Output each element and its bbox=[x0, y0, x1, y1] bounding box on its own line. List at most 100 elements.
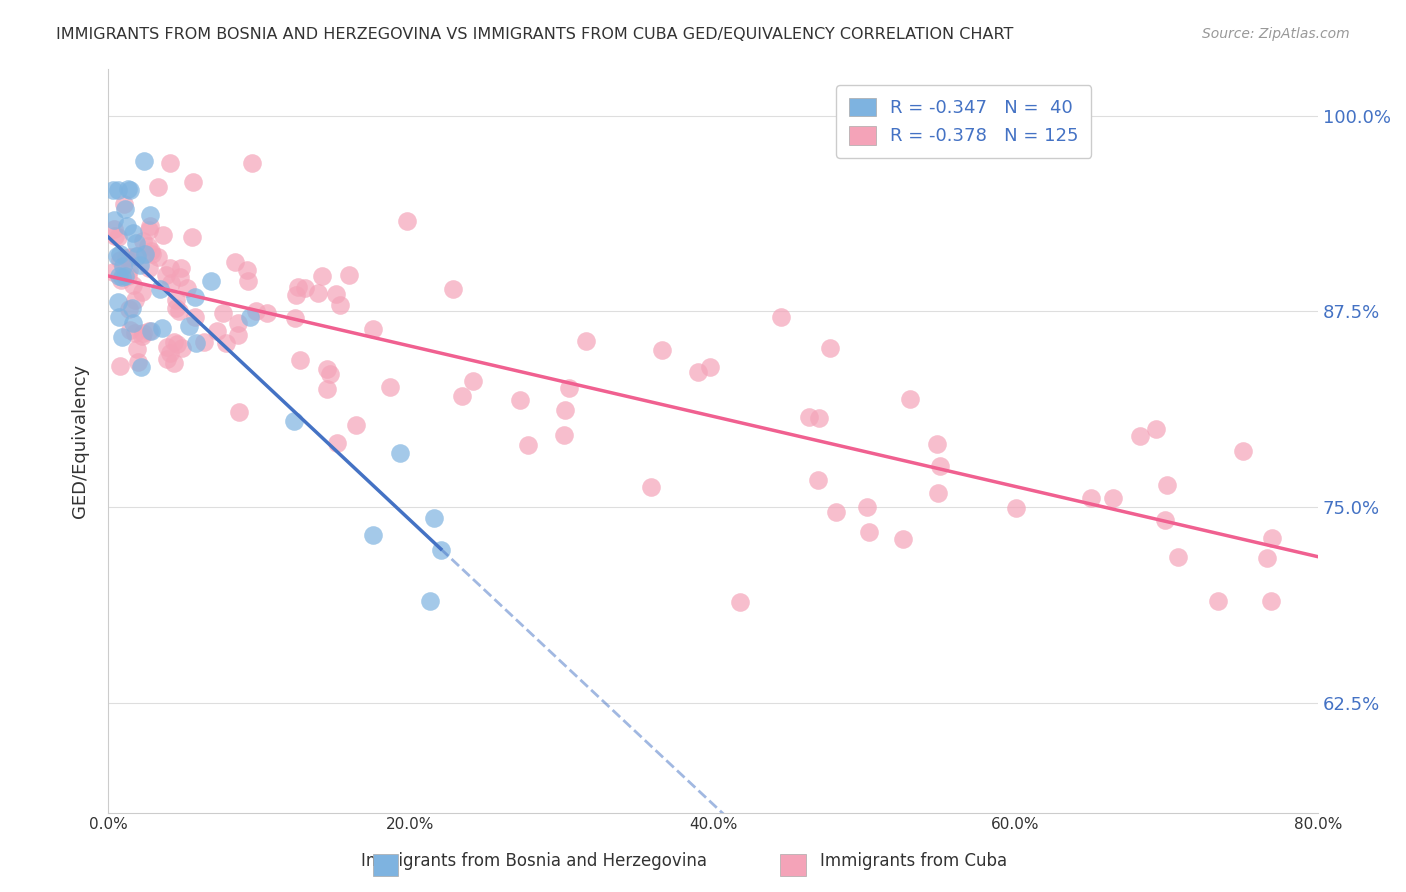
Bosnia bbox=[429, 543, 451, 558]
Cuba bbox=[236, 263, 259, 277]
Cuba bbox=[1080, 491, 1102, 505]
Cuba bbox=[181, 175, 204, 189]
Bosnia bbox=[111, 329, 134, 343]
Cuba bbox=[159, 276, 181, 290]
Cuba bbox=[159, 155, 181, 169]
Cuba bbox=[103, 221, 125, 235]
Cuba bbox=[699, 359, 721, 374]
Cuba bbox=[927, 486, 949, 500]
Cuba bbox=[256, 306, 278, 320]
Cuba bbox=[124, 326, 146, 340]
Bosnia bbox=[107, 268, 129, 283]
Cuba bbox=[138, 219, 160, 233]
Bosnia bbox=[186, 335, 208, 350]
Cuba bbox=[166, 337, 188, 351]
Bosnia bbox=[152, 320, 174, 334]
Cuba bbox=[1102, 491, 1125, 505]
Cuba bbox=[651, 343, 673, 357]
Cuba bbox=[294, 280, 316, 294]
Cuba bbox=[284, 311, 307, 326]
Cuba bbox=[169, 269, 191, 284]
Cuba bbox=[176, 281, 198, 295]
Cuba bbox=[326, 436, 349, 450]
Bosnia bbox=[141, 324, 163, 338]
Cuba bbox=[120, 250, 142, 264]
Cuba bbox=[226, 316, 249, 330]
Cuba bbox=[461, 375, 484, 389]
Text: IMMIGRANTS FROM BOSNIA AND HERZEGOVINA VS IMMIGRANTS FROM CUBA GED/EQUIVALENCY C: IMMIGRANTS FROM BOSNIA AND HERZEGOVINA V… bbox=[56, 27, 1014, 42]
Cuba bbox=[1206, 594, 1229, 608]
Cuba bbox=[107, 230, 129, 244]
Cuba bbox=[240, 155, 263, 169]
Cuba bbox=[891, 533, 914, 547]
Cuba bbox=[346, 417, 368, 432]
Cuba bbox=[146, 250, 169, 264]
Cuba bbox=[396, 214, 419, 228]
Cuba bbox=[167, 303, 190, 318]
Cuba bbox=[1167, 549, 1189, 564]
Cuba bbox=[1256, 550, 1278, 565]
Cuba bbox=[159, 261, 181, 276]
Cuba bbox=[1260, 594, 1282, 608]
Bosnia bbox=[115, 219, 138, 233]
Cuba bbox=[138, 324, 160, 338]
Cuba bbox=[124, 293, 146, 307]
Cuba bbox=[146, 180, 169, 194]
Cuba bbox=[728, 594, 751, 608]
Cuba bbox=[307, 285, 329, 300]
Cuba bbox=[138, 261, 160, 276]
Cuba bbox=[329, 298, 352, 312]
Cuba bbox=[193, 334, 215, 349]
Cuba bbox=[163, 356, 186, 370]
Cuba bbox=[170, 341, 193, 355]
Cuba bbox=[824, 504, 846, 518]
Bosnia bbox=[125, 236, 148, 251]
Bosnia bbox=[107, 183, 129, 197]
Bosnia bbox=[117, 182, 139, 196]
Bosnia bbox=[131, 360, 153, 375]
Cuba bbox=[287, 280, 309, 294]
Cuba bbox=[316, 362, 339, 376]
Cuba bbox=[118, 302, 141, 317]
Cuba bbox=[238, 274, 260, 288]
Cuba bbox=[1128, 429, 1150, 443]
Bosnia bbox=[361, 527, 384, 541]
Cuba bbox=[770, 310, 793, 324]
Cuba bbox=[575, 334, 598, 349]
Cuba bbox=[139, 244, 162, 258]
Y-axis label: GED/Equivalency: GED/Equivalency bbox=[72, 363, 89, 517]
Bosnia bbox=[103, 183, 125, 197]
Bosnia bbox=[149, 282, 172, 296]
Cuba bbox=[132, 326, 155, 340]
Cuba bbox=[509, 393, 531, 408]
Cuba bbox=[124, 248, 146, 262]
Cuba bbox=[226, 328, 249, 343]
Cuba bbox=[181, 230, 204, 244]
Bosnia bbox=[107, 310, 129, 325]
Cuba bbox=[108, 253, 131, 268]
Bosnia bbox=[121, 317, 143, 331]
Bosnia bbox=[111, 270, 134, 285]
Cuba bbox=[1144, 422, 1167, 436]
Cuba bbox=[927, 436, 949, 450]
Cuba bbox=[808, 410, 831, 425]
Cuba bbox=[441, 282, 464, 296]
Cuba bbox=[136, 239, 159, 253]
Bosnia bbox=[121, 301, 143, 316]
Bosnia bbox=[239, 310, 262, 324]
Bosnia bbox=[138, 208, 160, 222]
Cuba bbox=[378, 379, 401, 393]
Cuba bbox=[311, 269, 333, 284]
Cuba bbox=[929, 458, 952, 473]
Cuba bbox=[170, 261, 193, 276]
Cuba bbox=[228, 405, 250, 419]
Cuba bbox=[245, 304, 267, 318]
Cuba bbox=[156, 351, 179, 366]
Cuba bbox=[316, 382, 339, 396]
Cuba bbox=[110, 359, 132, 373]
Cuba bbox=[132, 234, 155, 248]
Bosnia bbox=[389, 446, 412, 460]
Cuba bbox=[141, 247, 163, 261]
Cuba bbox=[1232, 444, 1254, 458]
Cuba bbox=[152, 227, 174, 242]
